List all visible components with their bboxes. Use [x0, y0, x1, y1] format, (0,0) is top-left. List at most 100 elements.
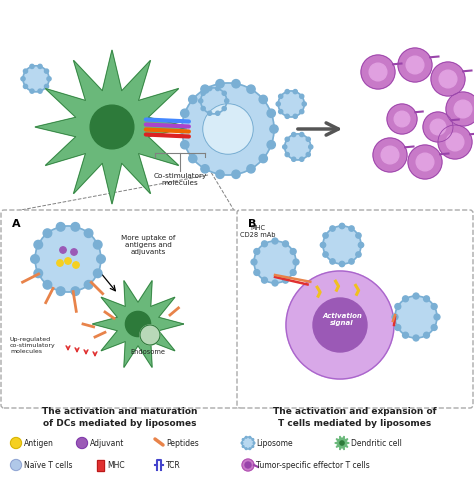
Circle shape [286, 271, 394, 379]
Circle shape [356, 252, 361, 257]
Circle shape [23, 66, 49, 92]
Circle shape [23, 69, 27, 73]
Circle shape [300, 157, 304, 161]
Text: Tumor-specific effector T cells: Tumor-specific effector T cells [256, 461, 370, 469]
Circle shape [278, 91, 304, 117]
Circle shape [276, 102, 280, 106]
Circle shape [424, 296, 429, 302]
Circle shape [285, 134, 311, 160]
Text: Naïve T cells: Naïve T cells [24, 461, 73, 469]
Circle shape [60, 247, 66, 253]
Circle shape [201, 107, 205, 111]
Circle shape [232, 79, 240, 88]
Circle shape [431, 324, 437, 331]
Circle shape [285, 114, 289, 118]
Circle shape [302, 102, 306, 106]
Circle shape [309, 145, 313, 149]
Circle shape [251, 259, 257, 265]
Circle shape [56, 287, 65, 296]
Circle shape [242, 437, 254, 449]
Circle shape [381, 146, 399, 164]
Circle shape [97, 255, 105, 263]
Circle shape [208, 111, 212, 115]
Circle shape [423, 112, 453, 142]
Circle shape [339, 224, 345, 229]
Circle shape [34, 241, 43, 249]
Circle shape [93, 241, 102, 249]
Circle shape [23, 84, 27, 89]
Circle shape [290, 270, 296, 276]
Circle shape [330, 226, 335, 231]
Circle shape [285, 90, 289, 94]
Polygon shape [35, 50, 189, 204]
Circle shape [43, 281, 52, 289]
Circle shape [31, 255, 39, 263]
Circle shape [323, 252, 328, 257]
Circle shape [262, 277, 267, 283]
Circle shape [242, 459, 254, 471]
Circle shape [249, 436, 251, 438]
Circle shape [90, 105, 134, 149]
Text: A: A [12, 219, 21, 229]
Circle shape [247, 85, 255, 94]
Text: Endosome: Endosome [130, 349, 165, 355]
Circle shape [292, 157, 296, 161]
Text: Peptides: Peptides [166, 438, 199, 448]
Circle shape [306, 152, 310, 157]
Circle shape [356, 233, 361, 238]
Circle shape [216, 87, 220, 91]
Circle shape [201, 91, 205, 95]
Circle shape [279, 110, 283, 113]
Text: Adjuvant: Adjuvant [90, 438, 124, 448]
Circle shape [267, 109, 275, 117]
Circle shape [339, 262, 345, 267]
Circle shape [293, 114, 297, 118]
Circle shape [293, 90, 297, 94]
Circle shape [272, 280, 278, 286]
Circle shape [126, 311, 151, 337]
Circle shape [252, 439, 254, 440]
Circle shape [438, 125, 472, 159]
Circle shape [267, 141, 275, 149]
Circle shape [203, 104, 253, 154]
Circle shape [45, 69, 49, 73]
Circle shape [361, 55, 395, 89]
Circle shape [279, 94, 283, 98]
Circle shape [222, 91, 226, 95]
Circle shape [65, 258, 71, 264]
Circle shape [320, 243, 326, 248]
Circle shape [10, 460, 21, 470]
Circle shape [402, 332, 409, 338]
Circle shape [402, 296, 409, 302]
Circle shape [283, 277, 289, 283]
Circle shape [369, 63, 387, 81]
Circle shape [406, 56, 424, 74]
Circle shape [413, 293, 419, 299]
Circle shape [446, 92, 474, 126]
Circle shape [254, 241, 296, 283]
Circle shape [43, 229, 52, 238]
Circle shape [285, 152, 289, 157]
Circle shape [216, 170, 224, 178]
Circle shape [30, 64, 34, 69]
FancyBboxPatch shape [237, 210, 473, 408]
Circle shape [38, 89, 42, 93]
Circle shape [34, 269, 43, 278]
Circle shape [57, 260, 63, 266]
Circle shape [246, 448, 247, 450]
Circle shape [71, 287, 80, 296]
Bar [97, 460, 104, 470]
Circle shape [201, 85, 209, 94]
Circle shape [323, 226, 361, 264]
Circle shape [181, 141, 189, 149]
Circle shape [47, 76, 51, 81]
Circle shape [189, 154, 197, 163]
Circle shape [71, 223, 80, 231]
Circle shape [434, 314, 440, 320]
Circle shape [178, 125, 186, 133]
Text: Liposome: Liposome [256, 438, 292, 448]
Circle shape [262, 241, 267, 247]
Circle shape [199, 99, 203, 103]
Circle shape [349, 259, 354, 264]
Text: More uptake of
antigens and
adjuvants: More uptake of antigens and adjuvants [121, 235, 175, 255]
